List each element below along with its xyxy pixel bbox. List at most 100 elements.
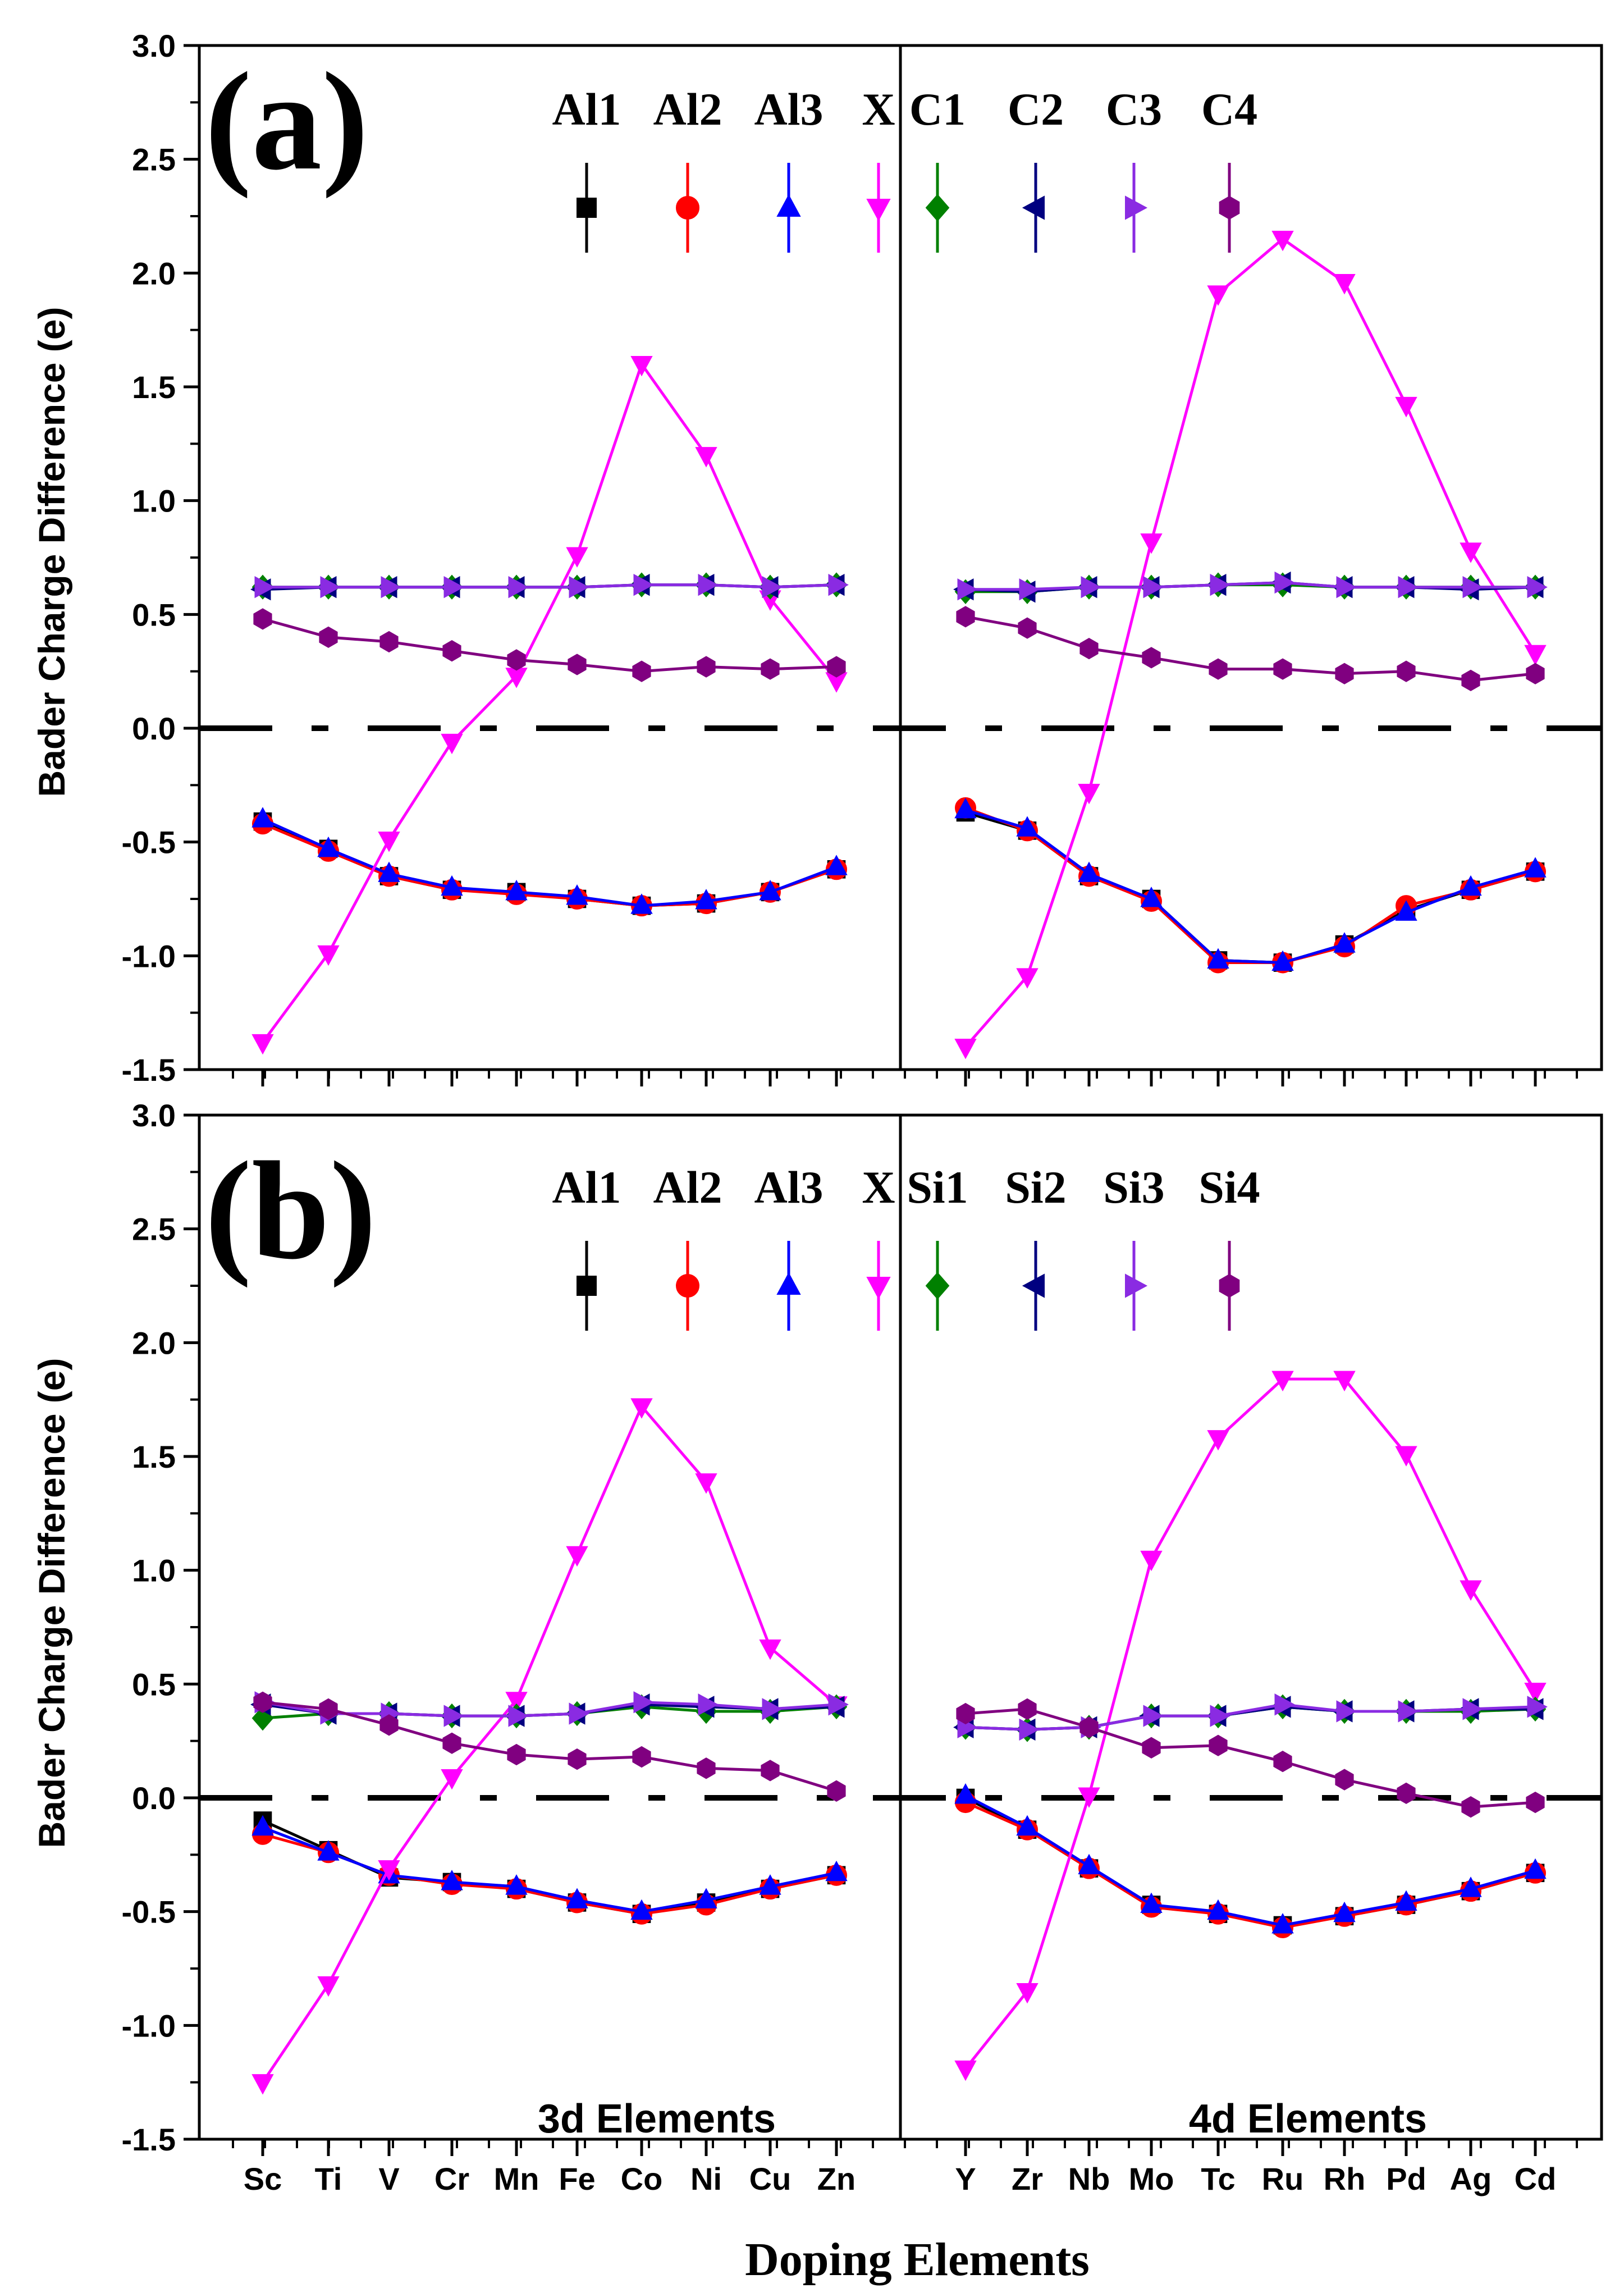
data-point-Si4	[507, 1743, 526, 1766]
data-point-C3	[381, 576, 401, 599]
data-point-C3	[254, 576, 275, 599]
data-point-C3	[508, 576, 529, 599]
data-point-X	[1207, 1430, 1229, 1451]
legend-label: X	[862, 1162, 895, 1213]
series-Al3	[251, 1783, 1547, 1934]
data-point-X	[1395, 396, 1417, 418]
data-point-Al3	[1207, 948, 1229, 969]
series-line-C3	[263, 583, 837, 589]
x-tick-label: Ti	[315, 2161, 342, 2196]
y-tick-label: 0.5	[132, 1666, 176, 1702]
legend-label: Al3	[754, 84, 824, 135]
y-tick-label: 0.0	[132, 711, 176, 746]
data-point-C3	[1274, 571, 1295, 594]
legend: Al1 Al2 Al3 X C1 C2 C3 C4	[552, 84, 1257, 253]
series-line-Al3	[965, 809, 1536, 965]
legend-label: Al2	[653, 84, 722, 135]
series-line-Al1	[964, 1796, 1536, 1927]
data-point-Al3	[505, 879, 528, 901]
legend-marker-Al1	[577, 198, 597, 218]
y-tick-label: -0.5	[122, 1894, 176, 1930]
data-point-Al3	[317, 1840, 340, 1861]
data-point-X	[1460, 542, 1482, 563]
legend-item-Si3: Si3	[1103, 1162, 1165, 1331]
data-point-X	[566, 547, 588, 568]
legend-item-C1: C1	[909, 84, 966, 253]
data-point-Al3	[759, 1874, 781, 1895]
series-line-Al1	[965, 811, 1536, 965]
legend-marker-C3	[1125, 195, 1148, 220]
legend-marker-X	[866, 1277, 891, 1300]
series-line-C4	[262, 618, 837, 673]
data-point-X	[378, 1860, 400, 1881]
data-point-C3	[320, 576, 341, 599]
series-line-Al2	[964, 1801, 1536, 1929]
legend-label: Al3	[754, 1162, 824, 1213]
legend-item-C3: C3	[1106, 84, 1162, 253]
x-tick-label: Mo	[1129, 2161, 1174, 2196]
data-point-Al3	[1524, 1858, 1547, 1879]
data-point-X	[566, 1546, 588, 1567]
data-point-X	[1207, 285, 1229, 306]
data-point-C4	[956, 606, 975, 628]
legend-marker-C2	[1022, 195, 1045, 220]
data-point-Al3	[630, 893, 653, 914]
data-point-X	[1016, 1983, 1039, 2004]
data-point-Al3	[566, 884, 588, 905]
x-tick-label: Ag	[1450, 2161, 1492, 2196]
legend-item-X: X	[862, 1162, 895, 1331]
data-point-X	[1524, 1682, 1547, 1704]
data-point-C3	[1527, 576, 1548, 599]
data-point-X	[954, 1038, 977, 1059]
data-point-C4	[507, 649, 526, 671]
data-point-Si4	[697, 1757, 716, 1779]
data-point-X	[251, 1034, 274, 1055]
data-point-Si4	[568, 1748, 587, 1770]
series-line-Si4	[262, 1701, 837, 1793]
series-line-X	[964, 237, 1537, 1048]
legend-item-Si1: Si1	[907, 1162, 968, 1331]
legend-marker-Al2	[676, 1274, 699, 1298]
legend-marker-Si4	[1219, 1273, 1240, 1298]
data-point-X	[1395, 1446, 1417, 1467]
series-X	[251, 231, 1547, 1059]
series-line-C4	[965, 615, 1536, 682]
data-point-Si4	[827, 1780, 846, 1802]
panel-label-b: (b)	[205, 1133, 377, 1289]
y-axis-label-a: Bader Charge Difference (e)	[31, 307, 72, 797]
data-point-X	[695, 447, 717, 468]
data-point-Si4	[1079, 1716, 1099, 1738]
x-tick-label: Tc	[1201, 2161, 1235, 2196]
series-line-Al2	[965, 806, 1536, 964]
legend-marker-Al3	[776, 194, 801, 217]
data-point-Al3	[825, 1860, 848, 1881]
data-point-C4	[761, 658, 780, 680]
data-point-C3	[957, 578, 978, 601]
data-point-X	[695, 1473, 717, 1494]
series-line-X	[261, 361, 838, 1043]
data-point-X	[1078, 783, 1100, 805]
data-point-X	[441, 1769, 463, 1790]
data-point-Al3	[825, 855, 848, 875]
data-point-C3	[633, 573, 654, 596]
y-tick-label: 2.5	[132, 1212, 176, 1247]
legend-item-Al3: Al3	[754, 1162, 824, 1331]
data-point-Si4	[1461, 1796, 1480, 1818]
y-tick-label: 3.0	[132, 28, 176, 63]
legend-marker-Al1	[577, 1276, 597, 1296]
data-point-Si4	[1335, 1769, 1354, 1791]
legend-label: C1	[909, 84, 966, 135]
data-point-Si3	[443, 1705, 464, 1727]
data-point-Al3	[251, 1815, 274, 1836]
legend-item-Al2: Al2	[653, 84, 722, 253]
data-point-Al3	[1460, 875, 1482, 896]
series-Al3	[251, 798, 1547, 971]
y-axis-label-b: Bader Charge Difference (e)	[31, 1358, 72, 1848]
data-point-Si3	[1143, 1705, 1164, 1727]
y-tick-label: 2.5	[132, 142, 176, 177]
x-tick-label: Zr	[1012, 2161, 1043, 2196]
data-point-Al3	[1524, 857, 1547, 878]
data-point-Al3	[954, 798, 977, 819]
data-point-Si4	[253, 1691, 272, 1713]
data-point-Si4	[442, 1732, 461, 1754]
